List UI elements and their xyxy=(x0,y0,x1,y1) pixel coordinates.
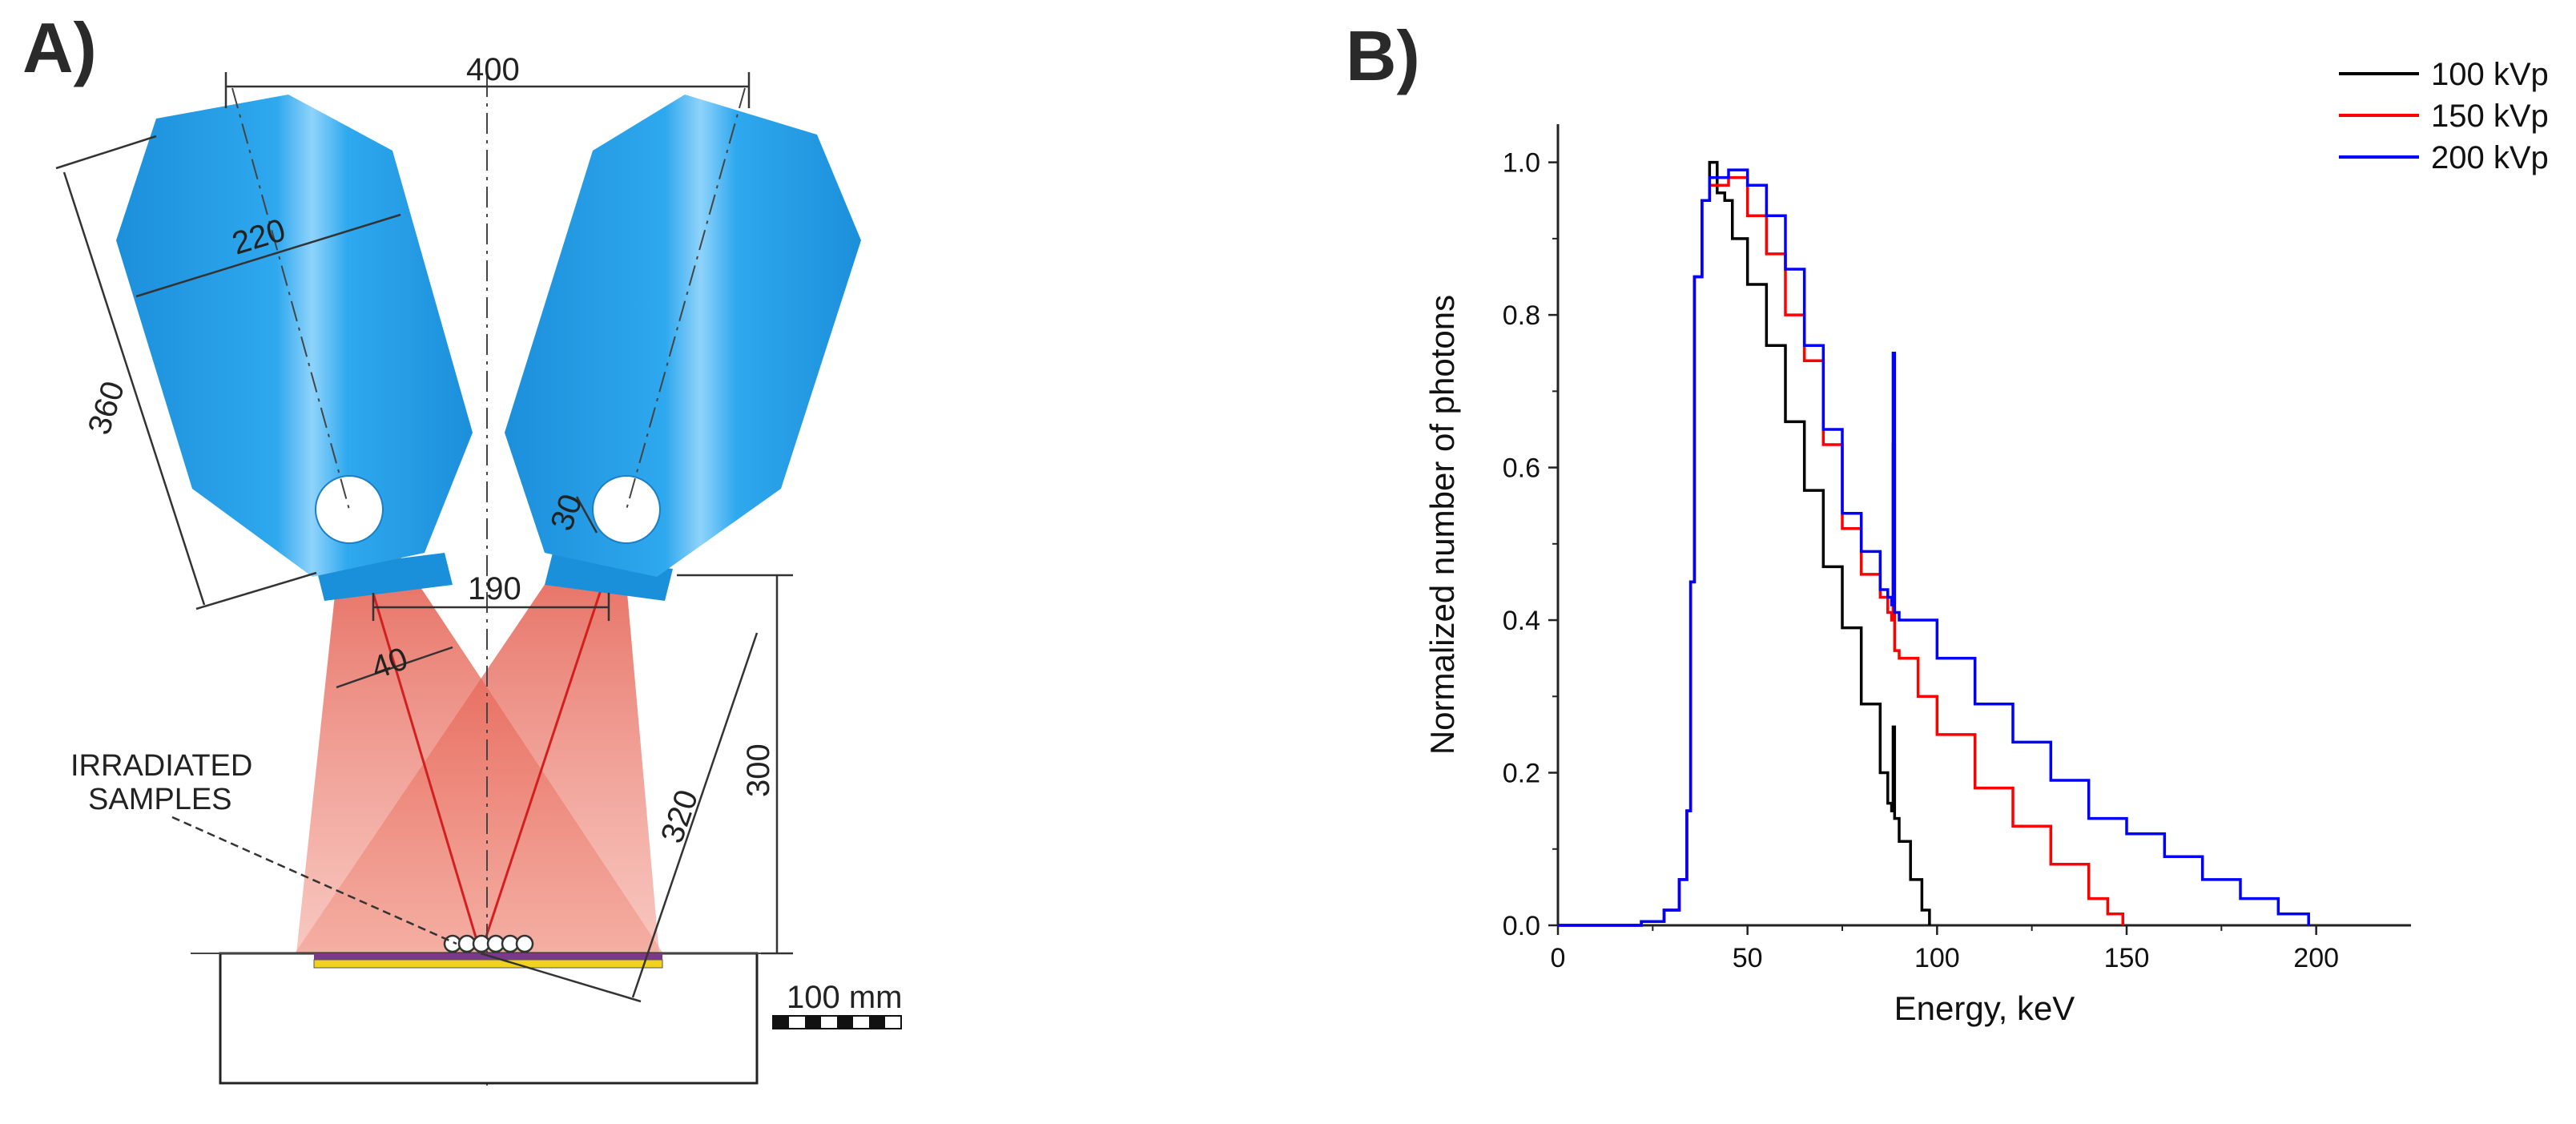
x-tick-label: 200 xyxy=(2293,943,2339,973)
energy-spectrum-chart: 0 50 100 150 200 0.0 0.2 0.4 0.6 0.8 1.0 Energy, ke… xyxy=(1423,57,2549,1027)
dim-220-line xyxy=(135,213,401,298)
dim-320-label: 320 xyxy=(654,785,705,847)
dim-360-label: 360 xyxy=(82,377,131,439)
x-tick-label: 100 xyxy=(1914,943,1960,973)
y-tick-label: 0.8 xyxy=(1503,300,1540,331)
panel-b-label: B) xyxy=(1346,16,1420,95)
irradiated-samples xyxy=(443,934,534,953)
x-tick-label: 0 xyxy=(1551,943,1566,973)
legend-label: 200 kVp xyxy=(2431,140,2549,175)
scale-bar-label: 100 mm xyxy=(787,980,903,1015)
left-xray-tube xyxy=(116,95,473,601)
sample-plate xyxy=(313,959,663,969)
x-tick-label: 150 xyxy=(2104,943,2150,973)
samples-leader-line xyxy=(171,816,457,945)
dim-300-label: 300 xyxy=(741,743,776,797)
legend-label: 100 kVp xyxy=(2431,57,2549,92)
dim-400-label: 400 xyxy=(466,52,520,87)
series-line-200-kvp xyxy=(1558,168,2310,927)
panel-a: A) 400 xyxy=(22,8,903,1086)
x-axis-title: Energy, keV xyxy=(1894,989,2075,1027)
dim-30-line xyxy=(575,496,598,534)
right-beam-cone xyxy=(295,521,659,953)
scale-bar: 100 mm xyxy=(772,980,903,1029)
samples-label-line1: IRRADIATED xyxy=(70,749,252,783)
y-tick-label: 0.2 xyxy=(1503,759,1540,789)
y-tick-label: 0.6 xyxy=(1503,453,1540,484)
panel-b: B) 0 50 100 150 200 0.0 0.2 0.4 0.6 0.8 1.0 Energy,… xyxy=(1346,16,2549,1027)
left-tube-focal-spot xyxy=(315,475,384,544)
dim-190-label: 190 xyxy=(468,571,521,606)
y-tick-label: 0.4 xyxy=(1503,606,1540,636)
samples-label-line2: SAMPLES xyxy=(88,783,232,816)
series-line-150-kvp xyxy=(1558,175,2125,927)
y-axis-title: Normalized number of photons xyxy=(1423,295,1461,755)
y-tick-label: 1.0 xyxy=(1503,148,1540,179)
dim-40-arc xyxy=(336,646,453,689)
dim-360-line xyxy=(62,171,206,606)
sample-table xyxy=(219,952,759,1085)
right-tube-focal-spot xyxy=(592,475,661,544)
y-tick-label: 0.0 xyxy=(1503,911,1540,941)
right-xray-tube xyxy=(505,95,861,601)
dim-320-line xyxy=(631,632,759,998)
legend-label: 150 kVp xyxy=(2431,99,2549,134)
series-line-100-kvp xyxy=(1558,160,1931,927)
panel-a-label: A) xyxy=(22,8,97,87)
x-tick-label: 50 xyxy=(1733,943,1763,973)
